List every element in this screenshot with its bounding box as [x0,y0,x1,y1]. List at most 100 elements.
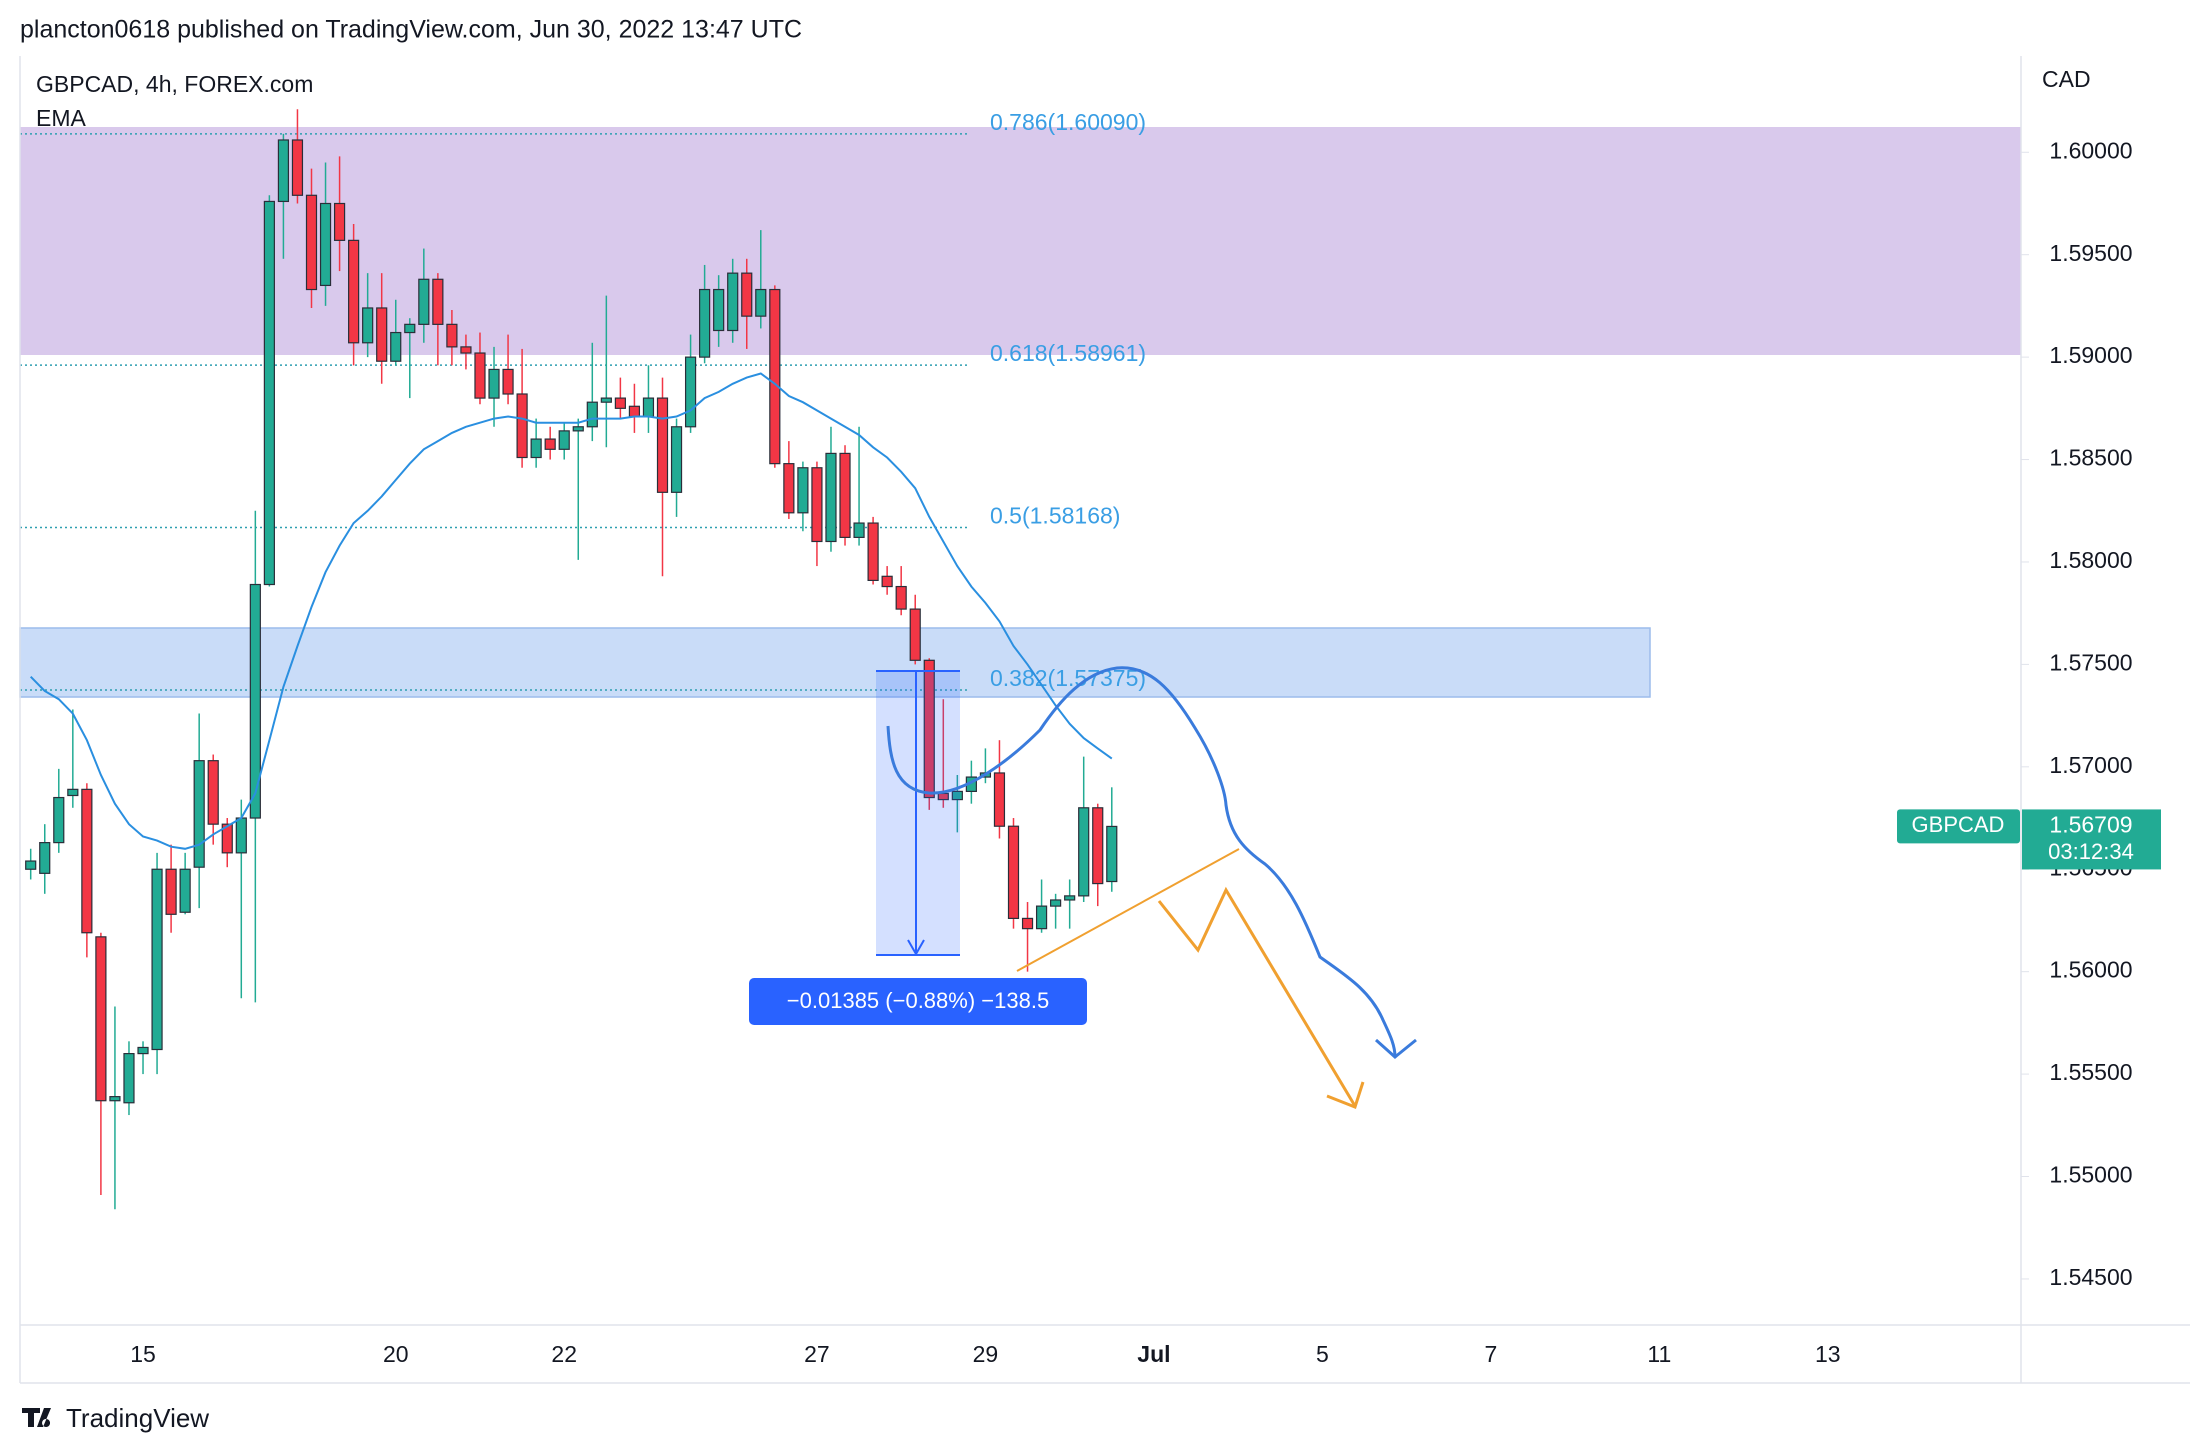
candle-body [249,583,261,819]
candle-body [544,438,556,450]
candle-body [699,288,711,358]
measure-box [876,670,960,955]
candle-body [179,868,191,913]
fib-label: 0.5(1.58168) [990,503,1120,529]
y-tick-label: 1.54500 [2049,1264,2132,1290]
candle-body [867,522,879,582]
x-tick-label: 11 [1647,1341,1671,1367]
last-price-box [2022,809,2161,870]
candle-body [1007,825,1020,920]
candle-body [713,288,725,332]
y-tick-label: 1.56000 [2049,957,2132,983]
trend-line [1016,848,1240,972]
candle-body [600,397,612,403]
candle-body [1035,905,1048,930]
candle-body [460,346,472,354]
candle-body [895,585,907,610]
y-tick-label: 1.57000 [2049,752,2132,778]
publisher: plancton0618 published on TradingView.co… [20,16,802,44]
candle-body [319,202,332,287]
candle-body [25,860,37,870]
last-price-label: 1.56709 [2049,812,2132,838]
forecast-zigzag [1157,886,1357,1107]
y-tick-label: 1.59000 [2049,342,2132,368]
candle-body [488,368,500,399]
y-tick-label: 1.60000 [2049,137,2132,163]
symbol-badge-label: GBPCAD [1912,812,2005,837]
candle-body [642,397,655,418]
candle-body [376,307,388,362]
candle-body [39,842,51,874]
candle-body [853,522,865,538]
candle-body [1078,807,1090,897]
candle-body [348,239,360,344]
candle-body [67,788,79,797]
axis-group: 1.545001.550001.555001.560001.565001.570… [130,137,2132,1367]
x-tick-label: 22 [551,1341,577,1367]
x-tick-label: 15 [130,1341,156,1367]
candle-body [839,452,851,538]
candle-body [727,272,739,332]
fib-label: 0.786(1.60090) [990,109,1146,135]
indicator-name: EMA [36,105,87,131]
candle-body [1050,899,1062,907]
candle-body [811,467,823,543]
x-tick-label: Jul [1137,1341,1170,1367]
candle-body [1064,895,1076,901]
y-tick-label: 1.55000 [2049,1162,2132,1188]
forecast-curve [886,666,1397,1058]
candle-body [923,659,935,799]
candle-body [432,278,444,325]
candle-body [670,426,683,493]
y-axis-label: CAD [2042,66,2091,92]
fib-label: 0.618(1.58961) [990,340,1146,366]
forecast-zigzag-arrowhead [1326,1081,1365,1109]
candle-body [390,331,402,362]
candle-body [333,202,346,241]
candle-body [277,139,290,203]
x-tick-label: 29 [973,1341,999,1367]
y-tick-label: 1.55500 [2049,1059,2132,1085]
candle-body [516,393,528,459]
candle-body [418,278,430,325]
candle-body [628,405,641,418]
candle-body [755,288,767,317]
candle-body [783,463,795,514]
candle-body [137,1046,149,1055]
candle-body [614,397,626,409]
candle-body [530,438,542,459]
candle-body [446,323,458,348]
candle-body [572,426,584,432]
y-tick-label: 1.57500 [2049,649,2132,675]
candle-body [741,272,753,317]
ema-line [29,372,1113,850]
candle-body [684,356,697,428]
candle-body [656,397,669,493]
candle-body [1021,917,1034,930]
candle-body [193,760,205,868]
candle-body [207,760,219,825]
candle-body [502,368,514,395]
candle-body [291,139,304,196]
candle-body [109,1096,121,1102]
candle-body [993,772,1006,827]
candle-body [474,352,486,399]
candle-body [165,868,177,915]
countdown-label: 03:12:34 [2048,839,2134,864]
plot [25,109,1118,1210]
x-tick-label: 13 [1815,1341,1841,1367]
candle-body [53,796,65,844]
candle-body [95,936,107,1102]
candle-body [769,288,781,465]
measure-label: −0.01385 (−0.88%) −138.5 [787,988,1049,1013]
candle-body [404,323,416,334]
footer-logo: TradingView [66,1403,209,1433]
candle-body [1106,825,1118,883]
candle-body [123,1053,135,1104]
candle-body [81,788,93,934]
candle-body [1092,807,1104,885]
x-tick-label: 27 [804,1341,830,1367]
